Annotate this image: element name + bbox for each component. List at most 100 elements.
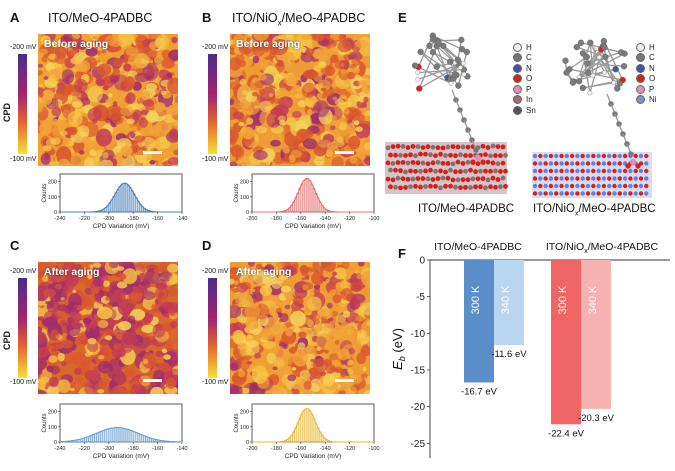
histogram-bar bbox=[96, 432, 99, 443]
legend-label: C bbox=[649, 53, 655, 63]
x-tick-label: -200 bbox=[103, 446, 114, 452]
y-tick-label: 200 bbox=[48, 180, 57, 186]
y-tick-label: 0 bbox=[419, 256, 425, 267]
histogram-bar bbox=[124, 428, 128, 443]
legend-label: O bbox=[649, 74, 656, 84]
y-axis-label: Eb (eV) bbox=[390, 328, 407, 370]
panel-e-label-right: ITO/NiOx/MeO-4PADBC bbox=[533, 203, 656, 218]
y-tick-label: -20 bbox=[411, 402, 426, 413]
y-tick-label: 200 bbox=[240, 410, 249, 416]
panel-label-a: A bbox=[10, 10, 20, 25]
histogram-bar bbox=[122, 182, 126, 213]
group-label-ito: ITO/MeO-4PADBC bbox=[434, 241, 522, 253]
histogram-bar bbox=[110, 427, 114, 443]
x-tick-label: -100 bbox=[368, 216, 379, 222]
x-tick-label: -120 bbox=[344, 216, 355, 222]
cpd-label-top: CPD bbox=[2, 102, 12, 122]
histogram-bar bbox=[308, 410, 312, 443]
map-texture-c bbox=[38, 262, 178, 394]
legend-item-n: N bbox=[513, 63, 536, 74]
histogram-bar bbox=[128, 187, 132, 213]
x-axis-label: CPD Variation (mV) bbox=[93, 223, 150, 230]
map-texture-a bbox=[38, 34, 178, 166]
y-tick-label: 100 bbox=[240, 425, 249, 431]
map-texture-b bbox=[230, 34, 370, 166]
legend-item-h: H bbox=[636, 42, 657, 53]
bar-series-label: 340 K bbox=[500, 285, 512, 314]
y-axis-label: Counts bbox=[42, 413, 48, 432]
y-tick-label: -10 bbox=[411, 329, 426, 340]
histogram-bar bbox=[104, 429, 108, 443]
x-tick-label: -160 bbox=[295, 446, 306, 452]
y-tick-label: -25 bbox=[411, 439, 426, 450]
y-tick-label: 0 bbox=[246, 210, 249, 216]
atom-legend-right: H C N O P Ni bbox=[636, 42, 657, 105]
map-tag-c: After aging bbox=[44, 266, 100, 278]
atom-dot-icon bbox=[636, 53, 645, 63]
legend-item-h: H bbox=[513, 42, 536, 53]
histogram-bar bbox=[94, 433, 97, 443]
histogram-bar bbox=[304, 178, 308, 213]
atom-dot-icon bbox=[513, 105, 522, 115]
legend-label: N bbox=[526, 63, 532, 73]
bar-2 bbox=[551, 260, 581, 425]
legend-item-p: P bbox=[513, 84, 536, 95]
histogram-bar bbox=[139, 433, 142, 443]
histogram-bar bbox=[141, 434, 144, 443]
panel-b-title: ITO/NiOx/MeO-4PADBC bbox=[232, 11, 366, 28]
bar-3 bbox=[581, 260, 611, 409]
colorbar-c bbox=[18, 278, 27, 378]
scale-bar-a bbox=[143, 151, 162, 154]
kpfm-map-c: After aging bbox=[38, 262, 178, 394]
atom-dot-icon bbox=[636, 95, 645, 105]
x-tick-label: -180 bbox=[128, 216, 139, 222]
x-tick-label: -100 bbox=[368, 446, 379, 452]
map-tag-a: Before aging bbox=[44, 38, 109, 50]
binding-energy-chart: ITO/MeO-4PADBC ITO/NiOx/MeO-4PADBC 0 -5 -10 -… bbox=[390, 241, 670, 458]
y-axis-label: Counts bbox=[42, 183, 48, 202]
x-tick-label: -120 bbox=[344, 446, 355, 452]
histogram-bar bbox=[108, 428, 112, 443]
y-tick-label: 100 bbox=[48, 425, 57, 431]
x-tick-label: -140 bbox=[320, 216, 331, 222]
panel-label-b: B bbox=[202, 10, 212, 25]
y-tick-label: 100 bbox=[48, 195, 57, 201]
histogram-bar bbox=[298, 188, 302, 213]
legend-item-c: C bbox=[636, 53, 657, 64]
bar-value-label: -20.3 eV bbox=[578, 413, 615, 424]
histogram-bar bbox=[306, 178, 310, 213]
atom-dot-icon bbox=[636, 42, 645, 52]
y-tick-label: 200 bbox=[48, 410, 57, 416]
scale-bar-b bbox=[335, 151, 354, 154]
histogram-bar bbox=[304, 408, 308, 443]
map-tag-b: Before aging bbox=[236, 38, 301, 50]
y-axis-label: Counts bbox=[234, 183, 240, 202]
x-tick-label: -140 bbox=[320, 446, 331, 452]
map-tag-d: After aging bbox=[236, 266, 292, 278]
gaussian-fit-curve bbox=[252, 178, 374, 213]
histogram-bar bbox=[134, 432, 138, 443]
colorbar-bottom-label-d: -100 mV bbox=[202, 379, 229, 386]
x-tick-label: -200 bbox=[103, 216, 114, 222]
histogram-bar bbox=[308, 180, 312, 213]
x-tick-label: -140 bbox=[176, 216, 187, 222]
legend-label: N bbox=[649, 63, 655, 73]
atom-dot-icon bbox=[513, 95, 522, 105]
histogram-bar bbox=[300, 183, 304, 213]
bar-series-label: 300 K bbox=[557, 285, 569, 314]
kpfm-map-d: After aging bbox=[230, 262, 370, 394]
x-tick-label: -240 bbox=[54, 216, 65, 222]
histogram-bar bbox=[126, 429, 130, 443]
histogram-bar bbox=[120, 427, 124, 443]
legend-label: P bbox=[649, 84, 655, 94]
legend-item-ni: Ni bbox=[636, 95, 657, 106]
histogram-bar bbox=[116, 188, 120, 213]
niox-slab bbox=[532, 152, 652, 198]
legend-item-c: C bbox=[513, 53, 536, 64]
scale-bar-d bbox=[335, 379, 354, 382]
histogram-bar bbox=[312, 418, 316, 443]
molecular-models bbox=[385, 32, 652, 198]
atom-dot-icon bbox=[513, 42, 522, 52]
meo-4padbc-molecule-right bbox=[562, 37, 641, 169]
histogram-bar bbox=[310, 413, 314, 443]
